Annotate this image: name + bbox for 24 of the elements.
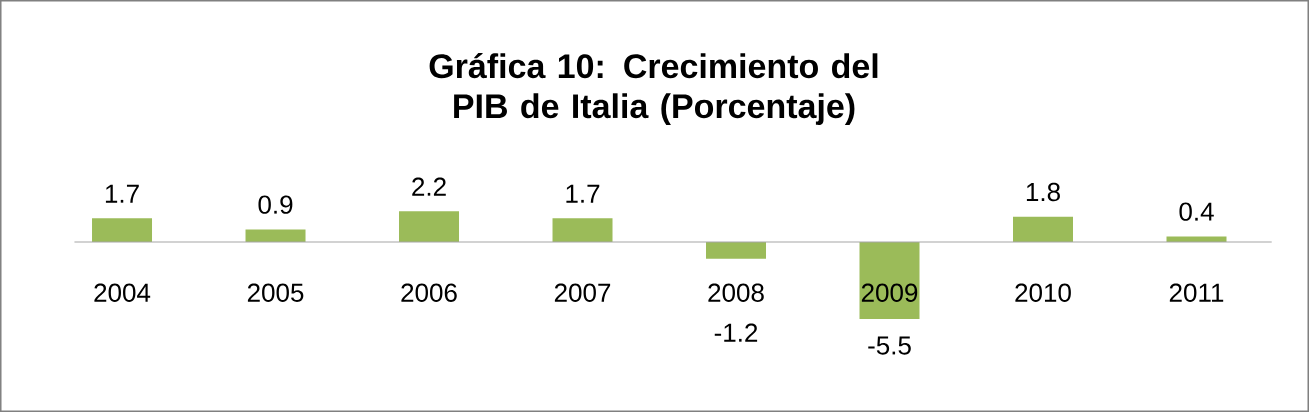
bar — [706, 241, 767, 259]
data-label: 0.9 — [258, 195, 293, 214]
x-tick-label: 2006 — [401, 283, 457, 302]
x-tick-label: 2009 — [861, 283, 918, 302]
bar — [245, 229, 306, 242]
x-tick-label: 2004 — [94, 283, 151, 302]
x-tick-label: 2005 — [247, 283, 304, 302]
x-tick-label: 2011 — [1169, 283, 1224, 302]
data-label: 1.7 — [105, 184, 139, 203]
data-label: -5.5 — [868, 336, 911, 355]
chart-title: Gráfica 10: Crecimiento del PIB de Italia (Porcentaje) — [429, 53, 878, 125]
bar — [859, 241, 920, 319]
data-label: 2.2 — [412, 177, 446, 196]
x-tick-label: 2010 — [1015, 283, 1071, 302]
bar — [552, 218, 613, 242]
bar — [399, 211, 460, 242]
x-tick-label: 2007 — [554, 283, 611, 302]
x-tick-label: 2008 — [708, 283, 764, 302]
bar — [1013, 216, 1073, 242]
data-label: 1.7 — [566, 184, 600, 203]
bar — [92, 218, 153, 242]
data-label: -1.2 — [714, 323, 758, 342]
data-label: 1.8 — [1026, 182, 1060, 202]
data-label: 0.4 — [1179, 202, 1214, 221]
